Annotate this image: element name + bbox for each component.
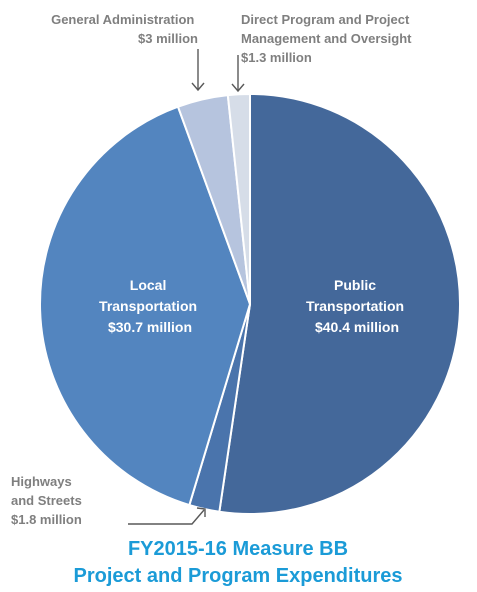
- highways-leader: [128, 509, 205, 525]
- chart-subtitle: Project and Program Expenditures: [74, 565, 403, 587]
- chart-title: FY2015-16 Measure BB: [128, 538, 348, 560]
- general-administration-arrowhead: [191, 82, 205, 92]
- public-transportation-label: Public Transportation $40.4 million: [306, 277, 408, 335]
- pie-slice-public-transportation: [218, 93, 461, 515]
- highways-and-streets-label: Highways and Streets $1.8 million: [11, 474, 85, 527]
- pie-slices: [39, 92, 461, 515]
- local-transportation-label: Local Transportation $30.7 million: [99, 277, 201, 335]
- pie-slice-local-transportation: [39, 105, 251, 507]
- highways-arrowhead: [196, 507, 206, 517]
- general-administration-label: General Administration $3 million: [51, 12, 198, 46]
- direct-program-label: Direct Program and Project Management an…: [241, 12, 415, 65]
- pie-slice-direct-program-and-project-management-and-oversight: [226, 92, 251, 305]
- direct-program-arrowhead: [231, 83, 245, 93]
